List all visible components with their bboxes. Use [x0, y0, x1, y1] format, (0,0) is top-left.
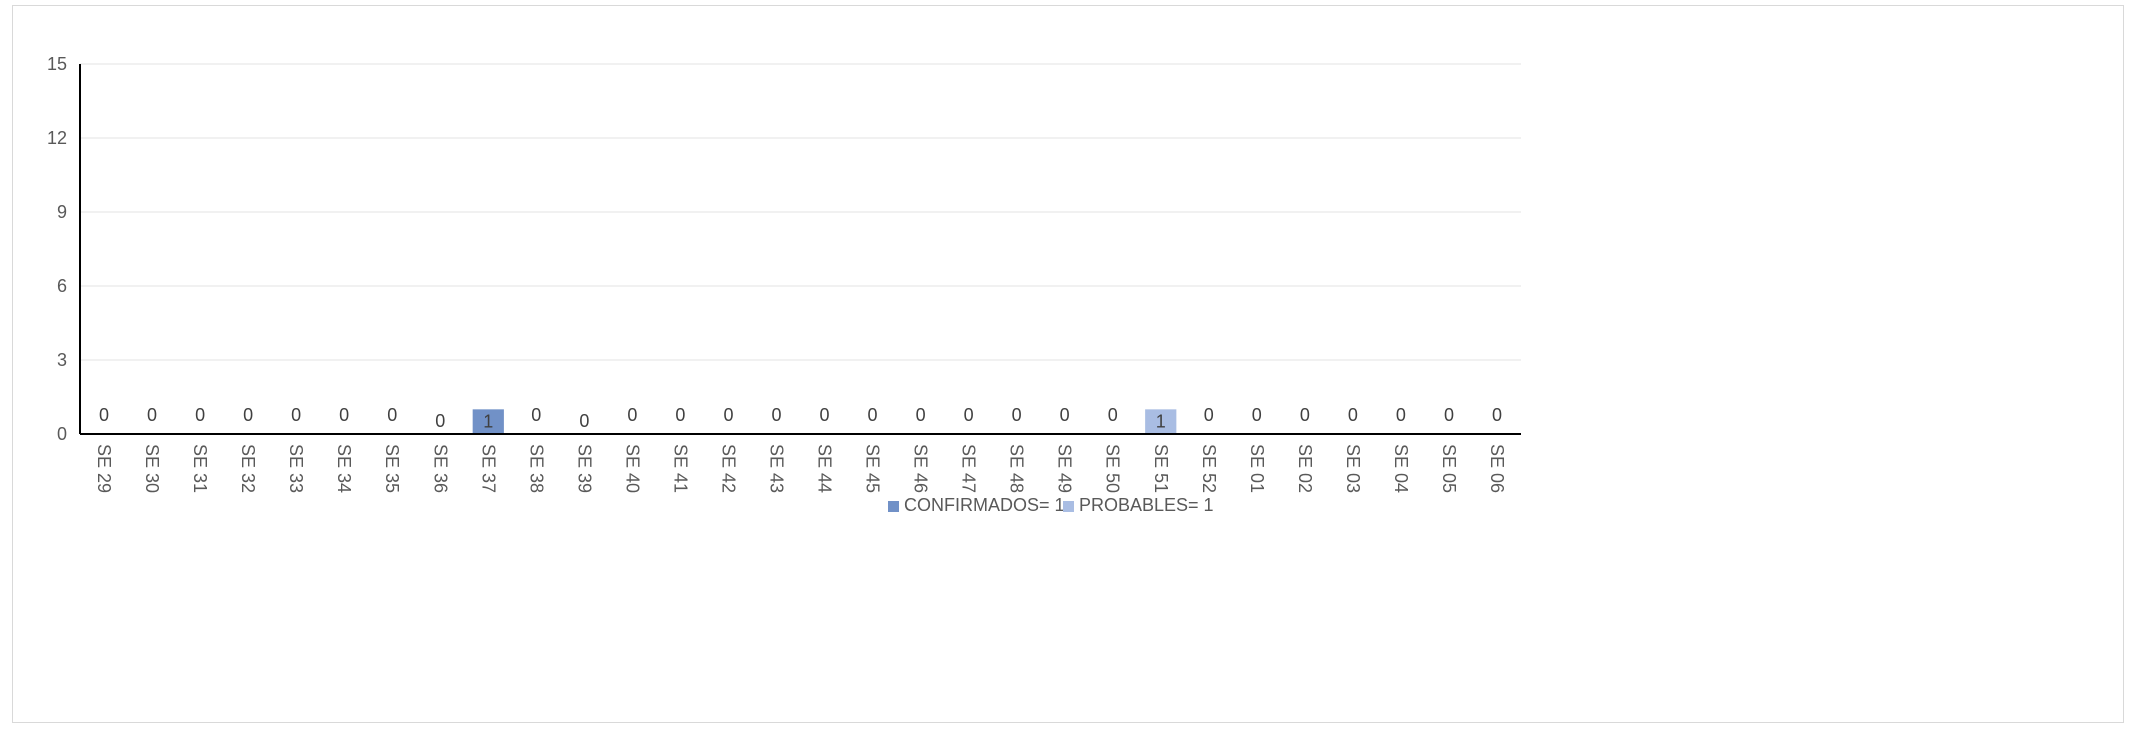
x-tick-label: SE 37 — [478, 444, 498, 493]
x-tick-label: SE 38 — [526, 444, 546, 493]
data-label: 0 — [435, 411, 445, 431]
data-label: 0 — [531, 405, 541, 425]
x-tick-label: SE 02 — [1295, 444, 1315, 493]
x-tick-label: SE 44 — [815, 444, 835, 493]
data-label: 0 — [1204, 405, 1214, 425]
x-tick-label: SE 03 — [1343, 444, 1363, 493]
data-label: 0 — [1348, 405, 1358, 425]
x-tick-label: SE 29 — [94, 444, 114, 493]
x-tick-label: SE 39 — [574, 444, 594, 493]
x-tick-label: SE 50 — [1103, 444, 1123, 493]
x-tick-label: SE 34 — [334, 444, 354, 493]
data-label: 0 — [820, 405, 830, 425]
y-tick-label: 12 — [47, 128, 67, 148]
data-label: 0 — [1252, 405, 1262, 425]
data-label: 0 — [147, 405, 157, 425]
x-tick-label: SE 36 — [430, 444, 450, 493]
x-tick-label: SE 32 — [238, 444, 258, 493]
legend-label-0: CONFIRMADOS= 1 — [904, 495, 1065, 515]
x-tick-label: SE 30 — [142, 444, 162, 493]
legend-label-1: PROBABLES= 1 — [1079, 495, 1214, 515]
data-label: 0 — [1492, 405, 1502, 425]
data-label: 0 — [627, 405, 637, 425]
x-tick-label: SE 43 — [766, 444, 786, 493]
data-label: 0 — [916, 405, 926, 425]
bar-confirmados — [472, 409, 504, 434]
bar-probables — [1145, 409, 1177, 434]
x-tick-label: SE 35 — [382, 444, 402, 493]
gridlines — [80, 63, 1521, 361]
data-label: 0 — [339, 405, 349, 425]
x-tick-label: SE 46 — [911, 444, 931, 493]
x-tick-label: SE 49 — [1055, 444, 1075, 493]
axes — [79, 64, 1521, 435]
legend-swatch-1 — [1063, 501, 1074, 512]
y-tick-label: 0 — [57, 424, 67, 444]
x-tick-label: SE 31 — [190, 444, 210, 493]
y-tick-label: 15 — [47, 54, 67, 74]
x-tick-label: SE 04 — [1391, 444, 1411, 493]
legend: CONFIRMADOS= 1 PROBABLES= 1 — [888, 495, 1214, 515]
y-tick-labels: 0 3 6 9 12 15 — [47, 54, 67, 444]
data-label: 0 — [1012, 405, 1022, 425]
data-labels: 0 0 0 0 0 0 0 0 1 0 0 0 0 0 0 0 0 0 0 0 0 0 1 0 0 0 0 0 0 0 — [99, 405, 1502, 432]
data-label: 0 — [1444, 405, 1454, 425]
x-tick-label: SE 47 — [959, 444, 979, 493]
x-tick-label: SE 48 — [1007, 444, 1027, 493]
y-tick-label: 3 — [57, 350, 67, 370]
x-tick-label: SE 33 — [286, 444, 306, 493]
data-label: 0 — [868, 405, 878, 425]
x-tick-label: SE 52 — [1199, 444, 1219, 493]
data-label: 1 — [1156, 412, 1166, 432]
x-tick-label: SE 42 — [718, 444, 738, 493]
x-tick-label: SE 05 — [1439, 444, 1459, 493]
data-label: 0 — [387, 405, 397, 425]
data-label: 0 — [1300, 405, 1310, 425]
data-label: 0 — [675, 405, 685, 425]
data-label: 0 — [243, 405, 253, 425]
x-tick-label: SE 01 — [1247, 444, 1267, 493]
bars — [472, 409, 1177, 434]
y-tick-label: 9 — [57, 202, 67, 222]
x-tick-label: SE 06 — [1487, 444, 1507, 493]
data-label: 0 — [1060, 405, 1070, 425]
data-label: 0 — [1108, 405, 1118, 425]
data-label: 0 — [99, 405, 109, 425]
data-label: 0 — [723, 405, 733, 425]
data-label: 0 — [579, 411, 589, 431]
data-label: 0 — [1396, 405, 1406, 425]
data-label: 1 — [483, 412, 493, 432]
data-label: 0 — [291, 405, 301, 425]
data-label: 0 — [195, 405, 205, 425]
data-label: 0 — [964, 405, 974, 425]
y-tick-label: 6 — [57, 276, 67, 296]
legend-swatch-0 — [888, 501, 899, 512]
x-tick-label: SE 51 — [1151, 444, 1171, 493]
x-tick-label: SE 41 — [670, 444, 690, 493]
x-tick-label: SE 45 — [863, 444, 883, 493]
x-tick-label: SE 40 — [622, 444, 642, 493]
x-tick-labels: SE 29 SE 30 SE 31 SE 32 SE 33 SE 34 SE 35 SE 36… — [94, 444, 1507, 493]
data-label: 0 — [771, 405, 781, 425]
